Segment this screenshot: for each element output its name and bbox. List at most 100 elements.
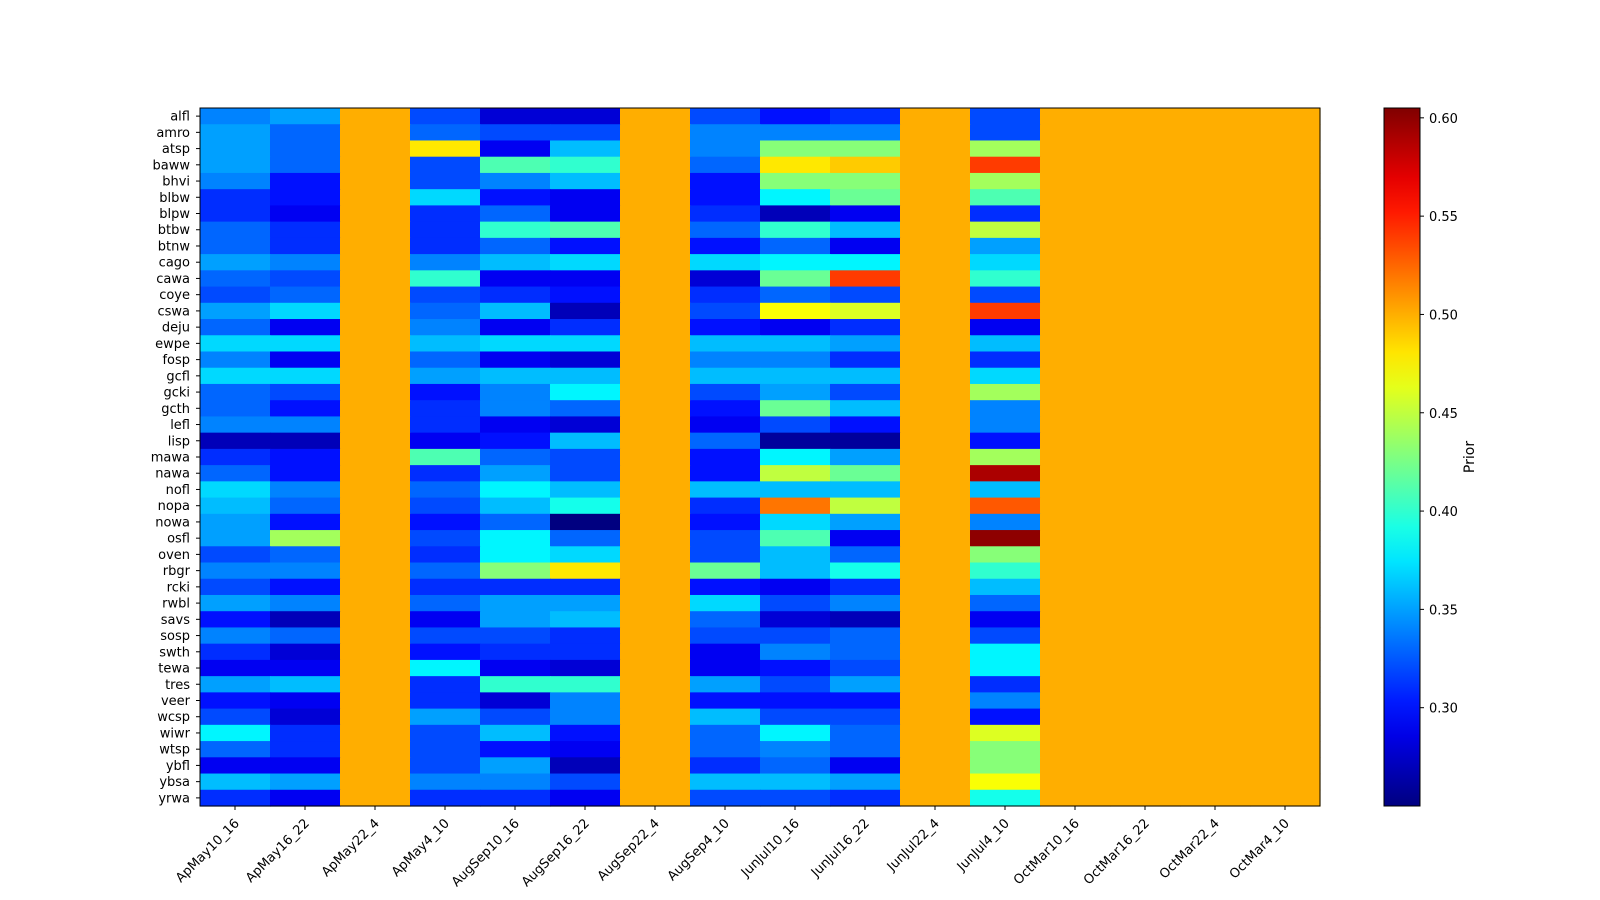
- heatmap-cell-baww-ApMay4_10: [410, 156, 481, 174]
- heatmap-cell-fosp-JunJul16_22: [830, 351, 901, 369]
- heatmap-cell-mawa-ApMay10_16: [200, 448, 271, 466]
- heatmap-cell-swth-ApMay16_22: [270, 643, 341, 661]
- heatmap-cell-cswa-JunJul4_10: [970, 302, 1041, 320]
- heatmap-cell-lisp-JunJul4_10: [970, 432, 1041, 450]
- heatmap-cell-wiwr-OctMar10_16: [1040, 724, 1111, 742]
- heatmap-cell-tewa-ApMay22_4: [340, 659, 411, 677]
- heatmap-cell-savs-OctMar22_4: [1180, 611, 1251, 629]
- x-tick-label: OctMar22_4: [1157, 816, 1223, 882]
- heatmap-cell-fosp-AugSep4_10: [690, 351, 761, 369]
- heatmap-cell-osfl-AugSep16_22: [550, 530, 621, 547]
- heatmap-cell-amro-OctMar10_16: [1040, 124, 1111, 142]
- heatmap-cell-sosp-OctMar22_4: [1180, 627, 1251, 645]
- heatmap-cell-lisp-OctMar10_16: [1040, 432, 1111, 450]
- heatmap-cell-bhvi-AugSep16_22: [550, 172, 621, 190]
- heatmap-cell-blpw-ApMay4_10: [410, 205, 481, 223]
- heatmap-cell-rcki-JunJul22_4: [900, 578, 971, 596]
- heatmap-cell-mawa-AugSep16_22: [550, 448, 621, 466]
- heatmap-cell-veer-OctMar16_22: [1110, 692, 1181, 710]
- y-tick-label: wtsp: [159, 743, 190, 758]
- heatmap-cell-mawa-ApMay16_22: [270, 448, 341, 466]
- heatmap-cell-gcth-AugSep16_22: [550, 400, 621, 418]
- heatmap-cell-gcki-JunJul10_16: [760, 383, 831, 401]
- heatmap-cell-bhvi-OctMar10_16: [1040, 172, 1111, 190]
- heatmap-cell-wcsp-AugSep10_16: [480, 708, 551, 726]
- x-tick-label: OctMar16_22: [1081, 816, 1153, 888]
- heatmap-cell-swth-ApMay10_16: [200, 643, 271, 661]
- heatmap-cell-gcfl-JunJul10_16: [760, 367, 831, 385]
- heatmap-cells: [200, 108, 1321, 807]
- colorbar-tick-label: 0.35: [1429, 603, 1458, 618]
- heatmap-cell-ewpe-ApMay10_16: [200, 335, 271, 353]
- heatmap-cell-swth-AugSep16_22: [550, 643, 621, 661]
- heatmap-cell-sosp-JunJul22_4: [900, 627, 971, 645]
- heatmap-cell-nawa-JunJul4_10: [970, 465, 1041, 482]
- heatmap-cell-gcth-AugSep22_4: [620, 400, 691, 418]
- heatmap-cell-baww-JunJul10_16: [760, 156, 831, 174]
- heatmap-cell-wtsp-JunJul16_22: [830, 741, 901, 758]
- heatmap-cell-blpw-AugSep16_22: [550, 205, 621, 223]
- heatmap-cell-wiwr-AugSep22_4: [620, 724, 691, 742]
- heatmap-cell-gcfl-JunJul16_22: [830, 367, 901, 385]
- heatmap-cell-gcfl-AugSep10_16: [480, 367, 551, 385]
- heatmap-cell-sosp-JunJul10_16: [760, 627, 831, 645]
- heatmap-cell-blbw-OctMar10_16: [1040, 189, 1111, 206]
- heatmap-cell-cawa-JunJul22_4: [900, 270, 971, 288]
- heatmap-cell-tres-OctMar10_16: [1040, 676, 1111, 693]
- heatmap-cell-blpw-ApMay22_4: [340, 205, 411, 223]
- heatmap-cell-amro-AugSep22_4: [620, 124, 691, 142]
- colorbar-tick-label: 0.30: [1429, 702, 1458, 717]
- heatmap-cell-mawa-JunJul22_4: [900, 448, 971, 466]
- heatmap-cell-sosp-AugSep10_16: [480, 627, 551, 645]
- heatmap-cell-ewpe-OctMar16_22: [1110, 335, 1181, 353]
- heatmap-cell-cswa-JunJul22_4: [900, 302, 971, 320]
- heatmap-cell-bhvi-JunJul16_22: [830, 172, 901, 190]
- heatmap-cell-gcth-OctMar16_22: [1110, 400, 1181, 418]
- y-tick-label: nowa: [155, 515, 190, 530]
- heatmap-cell-mawa-OctMar22_4: [1180, 448, 1251, 466]
- heatmap-cell-gcfl-OctMar16_22: [1110, 367, 1181, 385]
- heatmap-cell-wcsp-OctMar4_10: [1250, 708, 1321, 726]
- heatmap-cell-lefl-ApMay22_4: [340, 416, 411, 434]
- heatmap-cell-gcth-ApMay10_16: [200, 400, 271, 418]
- heatmap-cell-amro-OctMar16_22: [1110, 124, 1181, 142]
- heatmap-cell-nawa-AugSep4_10: [690, 465, 761, 482]
- heatmap-cell-amro-ApMay22_4: [340, 124, 411, 142]
- heatmap-cell-deju-ApMay4_10: [410, 319, 481, 336]
- heatmap-cell-coye-ApMay16_22: [270, 286, 341, 304]
- heatmap-cell-savs-ApMay22_4: [340, 611, 411, 629]
- heatmap-cell-deju-ApMay16_22: [270, 319, 341, 336]
- heatmap-cell-btbw-AugSep16_22: [550, 221, 621, 239]
- heatmap-cell-mawa-AugSep22_4: [620, 448, 691, 466]
- heatmap-cell-nopa-AugSep16_22: [550, 497, 621, 515]
- heatmap-cell-deju-ApMay10_16: [200, 319, 271, 336]
- heatmap-cell-rcki-AugSep4_10: [690, 578, 761, 596]
- heatmap-cell-gcki-OctMar16_22: [1110, 383, 1181, 401]
- heatmap-cell-lefl-OctMar4_10: [1250, 416, 1321, 434]
- heatmap-cell-osfl-OctMar22_4: [1180, 530, 1251, 547]
- heatmap-cell-wiwr-JunJul16_22: [830, 724, 901, 742]
- heatmap-cell-ewpe-AugSep10_16: [480, 335, 551, 353]
- heatmap-cell-gcki-OctMar4_10: [1250, 383, 1321, 401]
- heatmap-cell-gcki-JunJul22_4: [900, 383, 971, 401]
- heatmap-cell-baww-JunJul16_22: [830, 156, 901, 174]
- heatmap-cell-alfl-ApMay16_22: [270, 108, 341, 125]
- heatmap-cell-nofl-JunJul10_16: [760, 481, 831, 499]
- heatmap-cell-tewa-ApMay10_16: [200, 659, 271, 677]
- heatmap-cell-blbw-ApMay4_10: [410, 189, 481, 206]
- heatmap-cell-ybfl-ApMay10_16: [200, 757, 271, 775]
- heatmap-cell-savs-JunJul4_10: [970, 611, 1041, 629]
- heatmap-cell-swth-ApMay22_4: [340, 643, 411, 661]
- heatmap-cell-nowa-ApMay4_10: [410, 513, 481, 531]
- heatmap-cell-rbgr-JunJul10_16: [760, 562, 831, 580]
- heatmap-cell-baww-AugSep16_22: [550, 156, 621, 174]
- heatmap-cell-bhvi-OctMar22_4: [1180, 172, 1251, 190]
- heatmap-cell-amro-ApMay10_16: [200, 124, 271, 142]
- heatmap-cell-ybsa-JunJul10_16: [760, 773, 831, 791]
- y-tick-label: yrwa: [158, 791, 190, 806]
- heatmap-cell-alfl-AugSep22_4: [620, 108, 691, 125]
- heatmap-cell-osfl-JunJul4_10: [970, 530, 1041, 547]
- heatmap-cell-nawa-AugSep22_4: [620, 465, 691, 482]
- heatmap-cell-atsp-JunJul10_16: [760, 140, 831, 158]
